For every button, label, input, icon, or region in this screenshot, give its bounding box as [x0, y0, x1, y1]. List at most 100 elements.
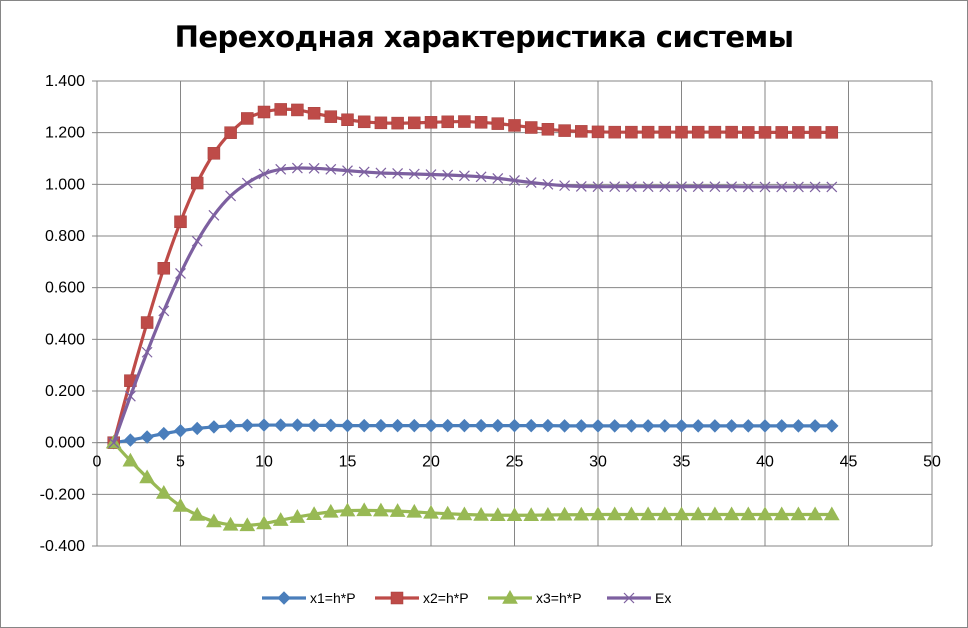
data-point	[774, 419, 789, 433]
data-point	[658, 419, 672, 433]
data-point	[108, 437, 120, 449]
legend-label: x3=h*P	[536, 590, 582, 606]
data-point	[691, 419, 705, 433]
y-tick-label: 0.400	[45, 331, 85, 348]
data-point	[658, 125, 672, 139]
legend-item: Ex	[607, 590, 671, 606]
data-point	[241, 112, 254, 125]
data-point	[442, 169, 454, 181]
data-point	[390, 418, 405, 433]
series-2	[107, 103, 839, 449]
data-point	[775, 126, 788, 139]
data-point	[441, 115, 454, 129]
legend-marker	[623, 592, 635, 604]
data-point	[456, 506, 473, 521]
data-point	[773, 506, 790, 521]
legend-label: x1=h*P	[310, 590, 356, 606]
data-point	[625, 181, 637, 193]
data-point	[207, 147, 221, 160]
data-point	[189, 506, 206, 521]
data-point	[122, 452, 139, 467]
data-point	[157, 262, 171, 275]
data-point	[826, 181, 838, 193]
data-point	[239, 517, 256, 532]
data-point	[758, 419, 772, 433]
data-point	[324, 110, 338, 123]
data-point	[641, 419, 655, 433]
data-point	[475, 171, 487, 183]
data-point	[823, 506, 840, 521]
x-tick-label: 15	[339, 454, 357, 471]
data-point	[642, 181, 654, 193]
data-point	[373, 502, 389, 517]
data-point	[272, 512, 289, 526]
data-point	[191, 235, 203, 247]
legend-item: x2=h*P	[375, 590, 469, 606]
data-point	[591, 125, 605, 139]
data-point	[525, 177, 537, 188]
data-point	[591, 419, 605, 433]
data-point	[424, 418, 438, 433]
data-point	[624, 419, 639, 433]
data-point	[356, 502, 373, 517]
legend-marker	[277, 591, 291, 605]
data-point	[124, 390, 136, 402]
data-point	[723, 506, 740, 521]
data-point	[492, 172, 504, 184]
data-point	[375, 167, 387, 179]
series-line	[113, 423, 832, 445]
data-point	[808, 126, 822, 139]
y-tick-label: 1.200	[45, 125, 85, 142]
data-point	[241, 177, 253, 189]
data-point	[123, 433, 138, 447]
data-point	[374, 116, 388, 130]
data-point	[558, 124, 571, 137]
y-tick-label: 0.000	[45, 435, 85, 452]
y-tick-label: 0.200	[45, 383, 85, 400]
data-point	[322, 503, 339, 518]
data-point	[507, 418, 522, 433]
data-point	[290, 418, 305, 432]
data-point	[742, 126, 755, 139]
data-point	[758, 126, 772, 139]
data-point	[509, 175, 520, 186]
legend-label: Ex	[655, 590, 671, 606]
data-point	[574, 419, 589, 433]
data-point	[474, 418, 488, 433]
data-point	[825, 126, 839, 139]
data-point	[625, 125, 638, 139]
data-point	[308, 162, 320, 174]
data-point	[708, 419, 722, 433]
data-point	[575, 180, 587, 192]
data-point	[674, 419, 689, 433]
data-point	[257, 105, 271, 119]
data-point	[391, 116, 404, 130]
x-tick-label: 40	[756, 454, 774, 471]
data-point	[791, 419, 806, 433]
data-point	[174, 215, 187, 229]
data-point	[374, 418, 388, 433]
axes: -0.400 -0.200 0.000 0.200 0.400 0.600 0.800 1.0…	[40, 73, 941, 555]
data-point	[676, 181, 687, 193]
data-point	[306, 506, 322, 520]
data-point	[257, 418, 271, 432]
x-tick-label: 10	[255, 454, 273, 471]
data-point	[289, 509, 306, 523]
data-point	[724, 419, 739, 433]
y-tick-label: -0.200	[40, 486, 85, 503]
x-tick-label: 50	[923, 454, 941, 471]
legend: x1=h*P x2=h*P x3=h*P Ex	[262, 589, 671, 606]
data-point	[692, 181, 704, 193]
data-point	[808, 419, 822, 433]
x-tick-label: 25	[506, 454, 524, 471]
data-point	[274, 103, 287, 116]
data-point	[339, 502, 356, 517]
legend-item: x3=h*P	[488, 589, 582, 606]
data-point	[623, 506, 640, 521]
data-point	[575, 125, 588, 138]
data-point	[607, 419, 622, 433]
data-point	[423, 504, 439, 519]
data-point	[690, 506, 707, 521]
x-tick-label: 45	[840, 454, 858, 471]
